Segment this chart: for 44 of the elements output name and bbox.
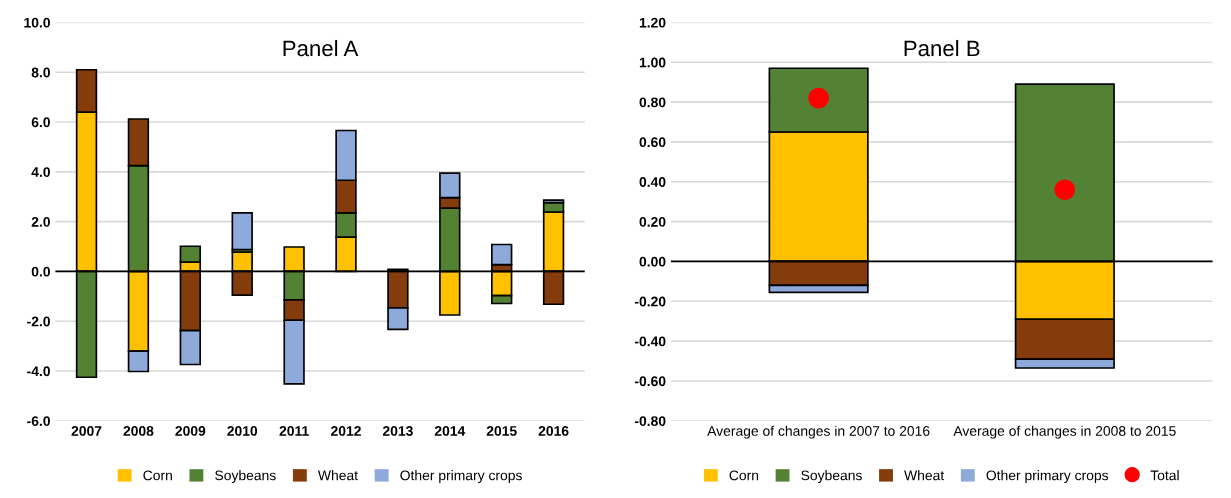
y-tick-label: 10.0 <box>24 17 50 28</box>
y-tick-label: -0.60 <box>634 376 666 387</box>
x-tick-label: 2008 <box>123 426 154 436</box>
legend-label: Soybeans <box>215 470 276 484</box>
y-tick-label: 0.80 <box>639 97 666 108</box>
legend-label: Corn <box>143 470 172 481</box>
y-tick-label: -4.0 <box>27 366 50 377</box>
text: Panel B <box>904 39 980 57</box>
y-tick-label: -0.20 <box>634 296 666 307</box>
x-tick-label: 2007 <box>71 426 102 436</box>
x-tick-label: 2016 <box>538 426 569 436</box>
legend-label: Wheat <box>317 470 358 481</box>
y-tick-label: 0.00 <box>639 256 666 267</box>
x-tick-label: 2010 <box>227 426 258 436</box>
x-tick-label: 2013 <box>382 426 413 436</box>
y-tick-label: 0.20 <box>639 216 666 227</box>
y-tick-label: -0.40 <box>634 336 666 347</box>
x-tick-label: 2011 <box>279 426 309 436</box>
legend-label: Other primary crops <box>986 470 1109 484</box>
legend-label: Corn <box>729 470 759 481</box>
x-tick-label: 2015 <box>486 426 517 436</box>
legend-label: Soybeans <box>801 470 862 484</box>
y-tick-label: 2.0 <box>31 216 50 227</box>
y-tick-label: 8.0 <box>31 67 50 78</box>
y-tick-label: -2.0 <box>27 316 50 327</box>
y-tick-label: 4.0 <box>31 167 50 177</box>
y-tick-label: 6.0 <box>31 117 50 128</box>
legend-label: Total <box>1150 470 1179 481</box>
x-tick-label: Average of changes in 2007 to 2016 <box>707 425 930 439</box>
y-tick-label: -6.0 <box>27 416 50 426</box>
x-tick-label: 2012 <box>331 426 361 436</box>
y-tick-label: 0.40 <box>639 177 666 187</box>
y-tick-label: 0.60 <box>639 137 666 148</box>
text: Panel A <box>283 39 359 57</box>
x-tick-label: 2014 <box>434 426 466 436</box>
y-tick-label: 1.00 <box>639 57 666 68</box>
y-tick-label: 0.0 <box>31 266 50 277</box>
y-tick-label: 1.20 <box>639 17 666 28</box>
y-tick-label: -0.80 <box>634 416 666 426</box>
x-tick-label: 2009 <box>175 426 206 436</box>
bar <box>231 212 253 251</box>
legend-label: Other primary crops <box>400 470 522 484</box>
x-tick-label: Average of changes in 2008 to 2015 <box>953 425 1176 439</box>
legend-label: Wheat <box>904 470 945 481</box>
